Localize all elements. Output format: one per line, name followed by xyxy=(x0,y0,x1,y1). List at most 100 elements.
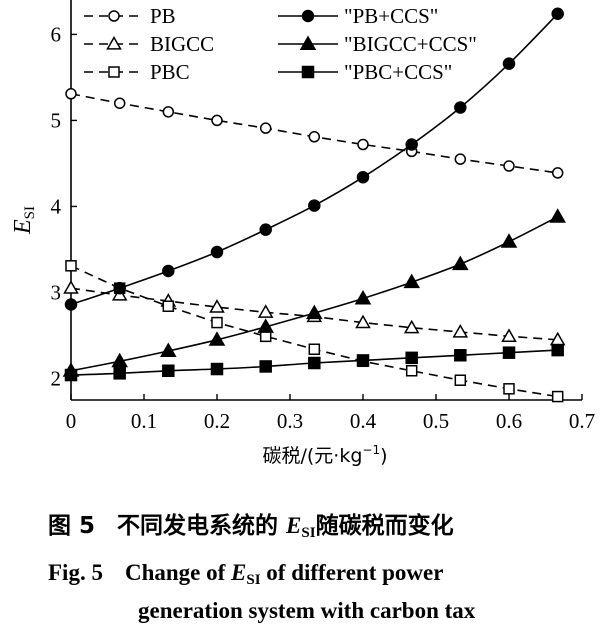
data-point xyxy=(259,360,272,373)
legend-entry: PBC xyxy=(84,60,190,84)
series-triangle-open xyxy=(63,280,566,346)
data-point xyxy=(306,304,323,320)
data-point xyxy=(549,208,566,223)
caption-en-sub: SI xyxy=(246,572,261,588)
data-point xyxy=(405,365,418,377)
legend-entry: BIGCC xyxy=(84,32,214,56)
data-point xyxy=(308,199,321,212)
caption-cn-e: E xyxy=(286,513,302,538)
data-point xyxy=(454,374,467,386)
data-point xyxy=(454,101,467,114)
caption-cn-number: 图 5 xyxy=(48,513,96,539)
data-point xyxy=(209,299,225,313)
data-point xyxy=(354,289,372,305)
data-point xyxy=(259,223,272,236)
legend-marker xyxy=(299,35,317,50)
data-point xyxy=(551,390,564,403)
chart: 0 0.1 0.2 0.3 0.4 0.5 0.6 0.7 2 3 4 5 6 PB BIGCC PBC "P… xyxy=(10,0,595,467)
data-point xyxy=(64,368,78,382)
x-tick-label: 0.7 xyxy=(569,409,595,433)
data-point xyxy=(452,255,469,271)
legend-entry: "PB+CCS" xyxy=(278,4,438,28)
data-point xyxy=(259,122,272,134)
x-axis-label: 碳税/(元·kg−1) xyxy=(262,443,387,467)
caption-en-number: Fig. 5 xyxy=(48,560,103,585)
x-tick-label: 0.3 xyxy=(277,409,303,433)
data-point xyxy=(111,352,128,368)
data-point xyxy=(500,233,518,248)
caption-cn-sub: SI xyxy=(301,525,316,541)
legend-label: BIGCC xyxy=(150,32,214,56)
legend-entry: "PBC+CCS" xyxy=(278,60,452,84)
series-layer xyxy=(62,7,566,403)
y-tick-label: 3 xyxy=(51,280,62,304)
data-point xyxy=(113,367,126,380)
legend-entry: PB xyxy=(84,4,176,28)
data-point xyxy=(308,356,321,370)
data-point xyxy=(405,351,418,365)
legend: PB BIGCC PBC "PB+CCS" "BIGCC+CCS" "PBC+CCS" xyxy=(84,4,477,84)
axes: 0 0.1 0.2 0.3 0.4 0.5 0.6 0.7 2 3 4 5 6 xyxy=(51,0,595,433)
series-line xyxy=(70,265,558,398)
data-point xyxy=(503,383,515,395)
x-tick-label: 0.6 xyxy=(496,409,522,433)
legend-label: "BIGCC+CCS" xyxy=(344,32,477,56)
data-point xyxy=(162,264,175,278)
data-point xyxy=(501,328,517,342)
legend-label: "PB+CCS" xyxy=(344,4,438,28)
legend-marker xyxy=(106,35,122,50)
data-point xyxy=(452,324,469,338)
legend-label: PBC xyxy=(150,60,190,84)
data-point xyxy=(405,138,418,151)
data-point xyxy=(211,114,223,127)
series-square-open xyxy=(65,260,564,403)
data-point xyxy=(551,167,564,179)
legend-label: "PBC+CCS" xyxy=(344,60,452,84)
caption-en-text-a: Change of xyxy=(124,560,232,585)
data-point xyxy=(113,281,126,295)
y-axis-label: ESI xyxy=(10,206,38,235)
data-point xyxy=(308,131,321,143)
data-point xyxy=(113,97,126,109)
data-point xyxy=(162,106,175,118)
series-circle-filled xyxy=(64,7,564,311)
data-point xyxy=(64,298,78,311)
data-point xyxy=(355,314,371,329)
data-point xyxy=(211,316,223,329)
data-point xyxy=(502,57,516,70)
caption-en-e: E xyxy=(231,560,247,585)
y-tick-label: 6 xyxy=(51,22,62,46)
x-tick-label: 0 xyxy=(66,409,77,433)
caption-cn-text-b: 随碳税而变化 xyxy=(315,513,454,539)
data-point xyxy=(356,354,370,367)
legend-marker xyxy=(108,10,120,22)
x-tick-label: 0.2 xyxy=(204,409,230,433)
data-point xyxy=(160,342,177,357)
data-point xyxy=(208,331,226,346)
data-point xyxy=(502,346,516,359)
data-point xyxy=(162,364,175,378)
x-tick-label: 0.5 xyxy=(423,409,449,433)
data-point xyxy=(403,319,420,334)
data-point xyxy=(162,300,175,312)
data-point xyxy=(357,138,369,151)
legend-marker xyxy=(108,66,120,78)
data-point xyxy=(63,280,79,294)
data-point xyxy=(356,170,370,184)
legend-marker xyxy=(301,65,315,79)
data-point xyxy=(551,7,564,21)
legend-label: PB xyxy=(150,4,176,28)
data-point xyxy=(65,88,77,100)
x-tick-label: 0.4 xyxy=(350,409,377,433)
series-circle-open xyxy=(65,88,564,179)
data-point xyxy=(551,343,564,357)
y-tick-label: 5 xyxy=(51,108,62,132)
data-point xyxy=(454,349,467,362)
data-point xyxy=(257,304,274,318)
caption-en-text-b: of different power xyxy=(260,560,444,585)
data-point xyxy=(308,343,321,355)
caption-english-line2: generation system with carbon tax xyxy=(138,598,476,623)
data-point xyxy=(454,153,467,165)
caption-english-line1: Fig. 5 Change of ESI of different power xyxy=(48,560,443,589)
data-point xyxy=(257,318,274,333)
